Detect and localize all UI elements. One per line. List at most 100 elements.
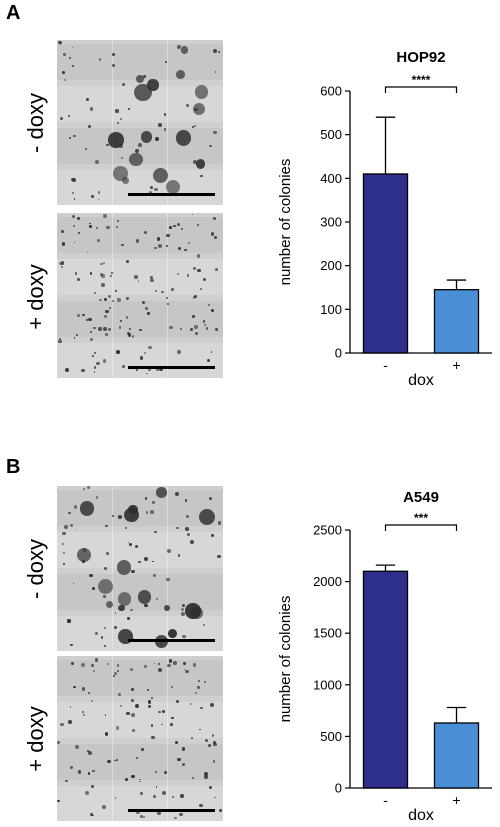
- colony-dot: [77, 232, 80, 235]
- colony-dot: [86, 251, 89, 254]
- colony-dot: [117, 298, 121, 302]
- colony-dot: [214, 71, 217, 74]
- colony-dot: [75, 745, 79, 749]
- colony-dot: [68, 137, 71, 140]
- colony-dot: [91, 814, 94, 817]
- colony-dot: [116, 663, 120, 667]
- colony-dot: [62, 542, 65, 545]
- colony-dot: [189, 702, 193, 706]
- colony-dot: [119, 117, 123, 121]
- colony-dot: [151, 697, 154, 699]
- colony-dot: [147, 312, 151, 315]
- colony-dot: [191, 777, 195, 780]
- colony-dot: [145, 511, 149, 515]
- y-tick-label: 0: [335, 781, 342, 796]
- colony-dot: [194, 325, 199, 329]
- colony-dot: [197, 254, 201, 258]
- colony-dot: [141, 301, 145, 305]
- y-tick-label: 2000: [313, 574, 342, 589]
- colony-dot: [198, 508, 215, 525]
- colony-dot: [176, 70, 186, 80]
- colony-dot: [125, 260, 129, 264]
- colony-dot: [104, 732, 109, 737]
- colony-dot: [144, 496, 148, 500]
- colony-dot: [106, 662, 109, 665]
- colony-dot: [209, 497, 212, 501]
- colony-dot: [156, 598, 159, 601]
- colony-dot: [131, 335, 135, 338]
- label-plus-doxy-b: + doxy: [23, 706, 48, 772]
- colony-dot: [81, 687, 86, 691]
- colony-dot: [92, 355, 94, 357]
- colony-dot: [146, 372, 148, 375]
- colony-dot: [207, 304, 211, 307]
- colony-dot: [84, 791, 89, 796]
- colony-dot: [129, 608, 133, 612]
- colony-dot: [171, 288, 175, 292]
- colony-dot: [105, 143, 109, 147]
- colony-dot: [72, 582, 75, 585]
- colony-dot: [110, 274, 113, 277]
- micrograph-tile-band: [57, 301, 223, 337]
- colony-dot: [130, 668, 134, 672]
- colony-dot: [105, 600, 114, 609]
- colony-dot: [93, 366, 97, 369]
- colony-dot: [119, 144, 123, 149]
- colony-dot: [185, 669, 189, 674]
- colony-dot: [72, 177, 77, 182]
- micrograph-tile-band: [57, 217, 223, 253]
- colony-dot: [169, 226, 172, 229]
- colony-dot: [69, 706, 72, 709]
- colony-dot: [65, 779, 68, 783]
- colony-dot: [107, 132, 124, 149]
- colony-dot: [73, 134, 77, 138]
- colony-dot: [127, 107, 130, 111]
- colony-dot: [60, 722, 64, 727]
- colony-dot: [125, 316, 129, 320]
- colony-dot: [193, 159, 197, 164]
- colony-dot: [180, 227, 183, 231]
- colony-dot: [104, 627, 107, 629]
- colony-dot: [129, 328, 131, 330]
- significance-label: ****: [412, 73, 431, 87]
- colony-dot: [87, 772, 91, 775]
- colony-dot: [166, 244, 169, 247]
- colony-dot: [171, 686, 174, 688]
- colony-dot: [73, 198, 76, 200]
- colony-dot: [85, 318, 88, 322]
- colony-dot: [204, 681, 207, 684]
- colony-dot: [118, 592, 132, 606]
- colony-dot: [213, 235, 217, 239]
- colony-dot: [155, 785, 158, 788]
- colony-dot: [162, 790, 166, 795]
- colony-dot: [96, 227, 99, 230]
- colony-dot: [72, 224, 75, 227]
- colony-dot: [70, 643, 73, 647]
- colony-dot: [98, 578, 114, 594]
- colony-dot: [176, 757, 181, 762]
- colony-dot: [179, 793, 184, 798]
- colony-dot: [91, 664, 94, 667]
- colony-dot: [194, 332, 198, 335]
- colony-dot: [87, 317, 92, 322]
- colony-dot: [77, 314, 80, 317]
- colony-dot: [122, 83, 125, 87]
- colony-dot: [165, 180, 181, 195]
- colony-dot: [103, 213, 108, 218]
- colony-dot: [98, 58, 102, 62]
- colony-dot: [102, 326, 107, 331]
- colony-dot: [128, 333, 132, 337]
- colony-dot: [192, 126, 195, 129]
- colony-dot: [198, 680, 200, 682]
- colony-dot: [172, 224, 176, 228]
- micrograph-tile-band: [57, 786, 223, 821]
- colony-dot: [164, 604, 171, 611]
- colony-dot: [73, 337, 76, 339]
- colony-dot: [143, 351, 146, 355]
- colony-dot: [112, 52, 116, 57]
- colony-dot: [211, 533, 215, 537]
- colony-dot: [212, 760, 216, 763]
- colony-dot: [217, 554, 221, 559]
- colony-dot: [101, 636, 104, 639]
- colony-dot: [129, 152, 143, 167]
